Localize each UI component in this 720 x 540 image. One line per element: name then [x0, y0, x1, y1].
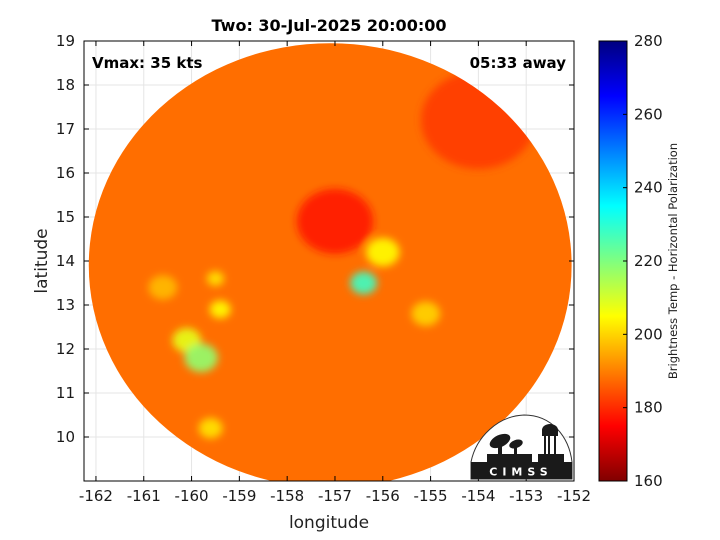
y-tick-label: 18 — [56, 76, 75, 94]
x-tick-label: -157 — [318, 487, 352, 505]
water-tower-icon — [538, 424, 564, 462]
tb-feature — [366, 237, 400, 267]
y-tick-label: 15 — [56, 208, 75, 226]
y-tick-label: 19 — [56, 32, 75, 50]
x-tick-label: -155 — [414, 487, 448, 505]
y-tick-label: 17 — [56, 120, 75, 138]
satellite-dish-icon — [487, 433, 532, 462]
logo-text: CIMSS — [489, 466, 552, 479]
x-tick-label: -154 — [461, 487, 495, 505]
x-tick-label: -152 — [557, 487, 591, 505]
y-tick-label: 13 — [56, 296, 75, 314]
swath-map — [88, 43, 572, 481]
time-away-annotation: 05:33 away — [470, 54, 567, 72]
y-axis-label: latitude — [32, 228, 52, 293]
vmax-annotation: Vmax: 35 kts — [92, 54, 202, 72]
x-tick-label: -162 — [79, 487, 113, 505]
y-tick-label: 14 — [56, 252, 75, 270]
cimss-logo: CIMSS — [470, 414, 573, 480]
x-tick-label: -161 — [127, 487, 161, 505]
tb-feature — [206, 271, 225, 286]
tb-feature — [350, 271, 378, 295]
colorbar-tick-label: 160 — [634, 472, 663, 490]
colorbar-ticks: 160 180 200 220 240 260 280 — [623, 32, 663, 490]
tb-feature — [411, 301, 441, 326]
x-axis-label: longitude — [289, 513, 369, 533]
y-tick-label: 10 — [56, 428, 75, 446]
x-tick-label: -156 — [366, 487, 400, 505]
colorbar-tick-label: 200 — [634, 325, 663, 343]
logo-banner — [471, 462, 572, 479]
x-tick-label: -153 — [509, 487, 543, 505]
colorbar-tick-label: 260 — [634, 105, 663, 123]
x-tick-label: -160 — [175, 487, 209, 505]
y-tick-label: 12 — [56, 340, 75, 358]
tb-feature — [198, 418, 223, 439]
tb-feature — [296, 188, 374, 254]
tb-feature — [148, 275, 178, 300]
x-tick-label: -158 — [270, 487, 304, 505]
chart-title: Two: 30-Jul-2025 20:00:00 — [212, 16, 447, 35]
colorbar-label: Brightness Temp - Horizontal Polarizatio… — [666, 143, 680, 379]
colorbar-tick-label: 180 — [634, 399, 663, 417]
y-axis-ticks: 10 11 12 13 14 15 16 17 18 19 — [56, 32, 574, 446]
colorbar — [598, 40, 628, 482]
colorbar-tick-label: 280 — [634, 32, 663, 50]
y-tick-label: 16 — [56, 164, 75, 182]
tb-feature — [184, 343, 218, 373]
x-tick-label: -159 — [222, 487, 256, 505]
colorbar-tick-label: 240 — [634, 179, 663, 197]
y-tick-label: 11 — [56, 384, 75, 402]
x-axis-ticks: -162 -161 -160 -159 -158 -157 -156 -155 -154 -153… — [79, 41, 591, 505]
colorbar-tick-label: 220 — [634, 252, 663, 270]
tb-feature — [209, 300, 231, 319]
